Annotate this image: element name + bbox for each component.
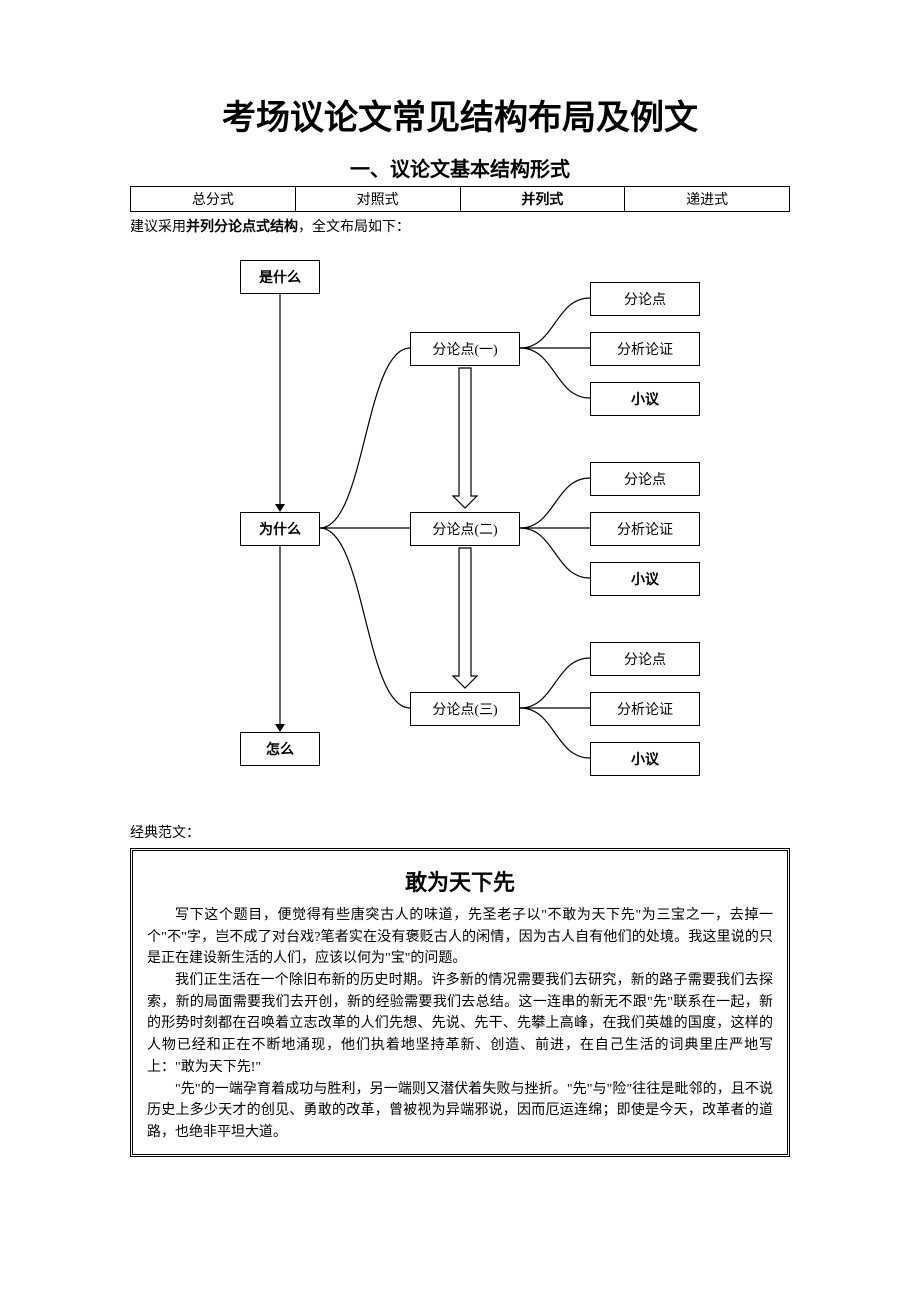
flowchart-node: 分论点(三) <box>410 692 520 726</box>
flowchart-diagram: 是什么为什么怎么分论点(一)分论点(二)分论点(三)分论点分析论证小议分论点分析… <box>130 242 790 802</box>
essay-paragraph: "先"的一端孕育着成功与胜利，另一端则又潜伏着失败与挫折。"先"与"险"往往是毗… <box>147 1079 773 1144</box>
page-title: 考场议论文常见结构布局及例文 <box>130 90 790 139</box>
suggest-bold: 并列分论点式结构 <box>186 220 298 235</box>
example-label: 经典范文： <box>130 822 790 842</box>
essay-box: 敢为天下先 写下这个题目，便觉得有些唐突古人的味道，先圣老子以"不敢为天下先"为… <box>130 848 790 1157</box>
suggest-prefix: 建议采用 <box>130 220 186 235</box>
flowchart-node: 为什么 <box>240 512 320 546</box>
suggestion-line: 建议采用并列分论点式结构，全文布局如下： <box>130 216 790 236</box>
flowchart-node: 小议 <box>590 382 700 416</box>
flowchart-node: 分论点 <box>590 282 700 316</box>
essay-paragraph: 我们正生活在一个除旧布新的历史时期。许多新的情况需要我们去研究，新的路子需要我们… <box>147 970 773 1078</box>
flowchart-node: 分论点 <box>590 462 700 496</box>
flowchart-node: 分论点(二) <box>410 512 520 546</box>
flowchart-node: 怎么 <box>240 732 320 766</box>
type-cell: 对照式 <box>295 187 460 212</box>
flowchart-node: 分析论证 <box>590 692 700 726</box>
flowchart-node: 分论点(一) <box>410 332 520 366</box>
flowchart-node: 分论点 <box>590 642 700 676</box>
type-cell: 并列式 <box>460 187 625 212</box>
flowchart-node: 小议 <box>590 562 700 596</box>
essay-title: 敢为天下先 <box>147 865 773 897</box>
type-cell: 递进式 <box>625 187 790 212</box>
structure-types-table: 总分式对照式并列式递进式 <box>130 186 790 212</box>
section-subtitle: 一、议论文基本结构形式 <box>130 153 790 182</box>
type-cell: 总分式 <box>131 187 296 212</box>
flowchart-node: 分析论证 <box>590 512 700 546</box>
flowchart-node: 分析论证 <box>590 332 700 366</box>
flowchart-node: 是什么 <box>240 260 320 294</box>
suggest-suffix: ，全文布局如下： <box>298 220 410 235</box>
essay-paragraph: 写下这个题目，便觉得有些唐突古人的味道，先圣老子以"不敢为天下先"为三宝之一，去… <box>147 905 773 970</box>
flowchart-node: 小议 <box>590 742 700 776</box>
